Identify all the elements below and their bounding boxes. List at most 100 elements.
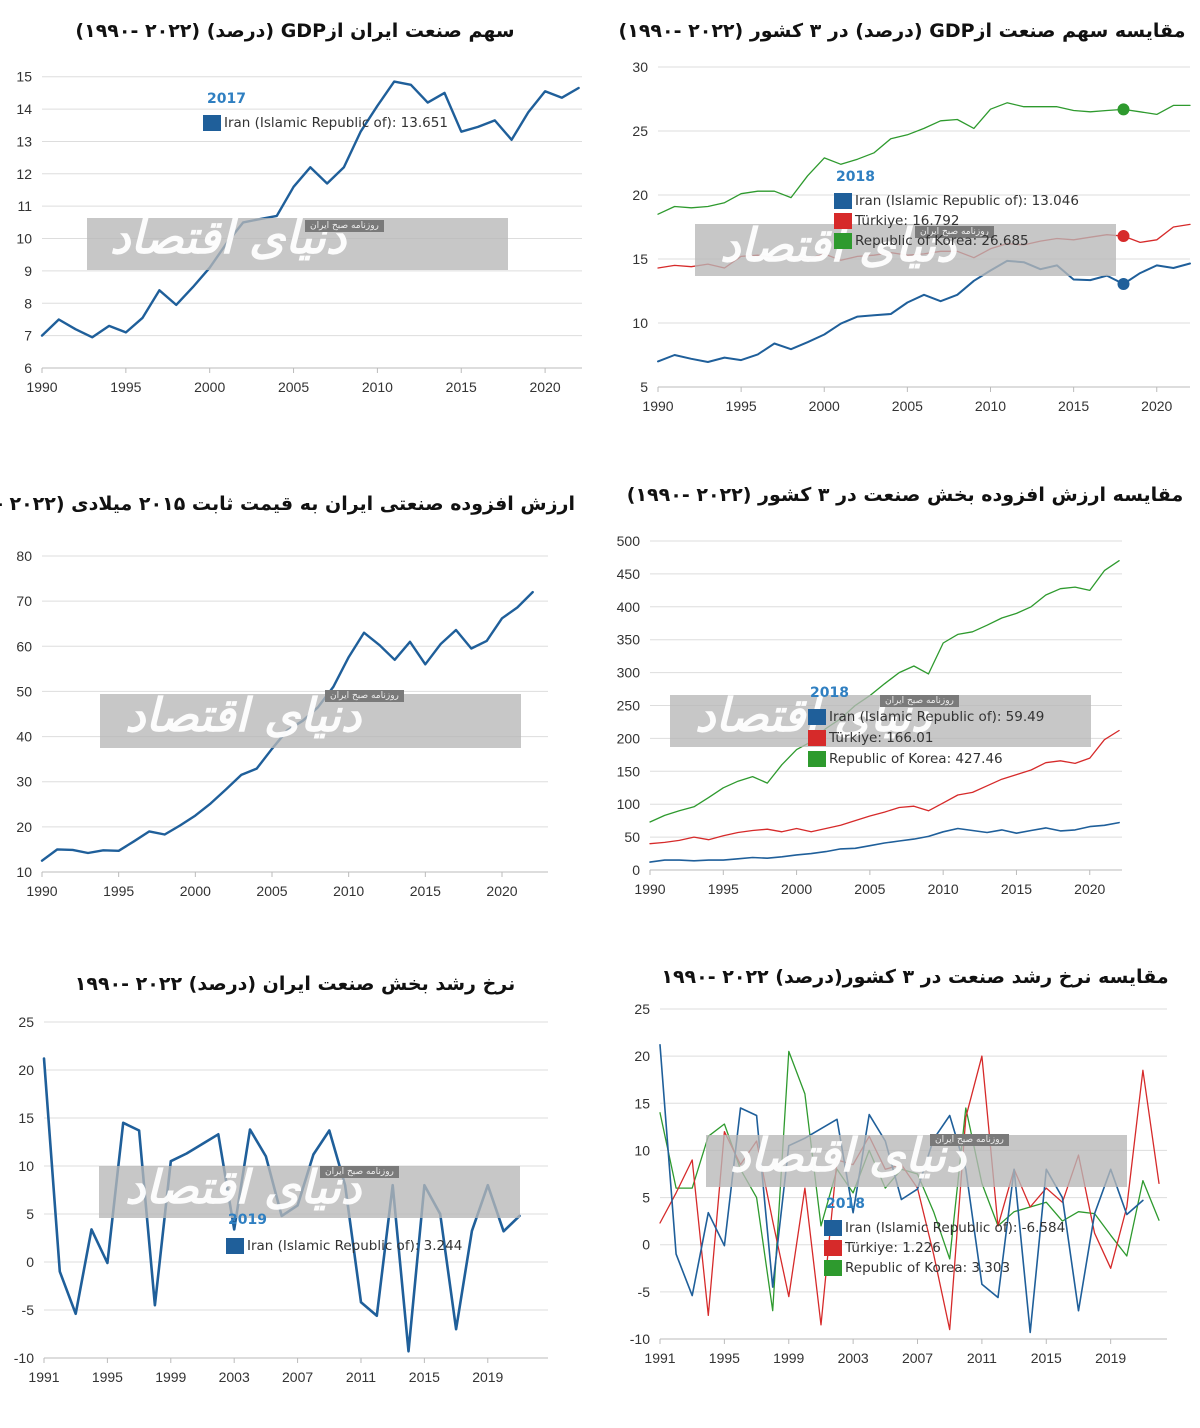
panel-6-tooltip-row-korea: Republic of Korea: 3.303: [824, 1260, 1010, 1276]
y-tick-label: 350: [617, 632, 641, 648]
legend-swatch-korea: [824, 1260, 842, 1276]
panel-1-title: سهم صنعت ایران ازGDP (درصد) (۲۰۲۲ -۱۹۹۰): [75, 20, 515, 42]
y-tick-label: 10: [632, 315, 648, 331]
watermark-band-6: [706, 1135, 1127, 1187]
tooltip-text: Republic of Korea: 26.685: [855, 233, 1029, 249]
watermark-tag-3: روزنامه صبح ایران: [325, 690, 404, 702]
y-tick-label: 15: [16, 69, 32, 85]
panel-6-title: مقایسه نرخ رشد صنعت در ۳ کشور(درصد) ۲۰۲۲…: [661, 966, 1169, 988]
legend-swatch-turkey: [824, 1240, 842, 1256]
y-tick-label: 5: [26, 1206, 34, 1222]
panel-2-title: مقایسه سهم صنعت ازGDP (درصد) در ۳ کشور (…: [618, 20, 1186, 42]
panel-6-tooltip-year: 2018: [826, 1196, 865, 1212]
x-tick-label: 1990: [26, 379, 57, 395]
tooltip-text: Türkiye: 166.01: [829, 730, 934, 746]
series-line-turkey: [649, 729, 1120, 845]
x-tick-label: 2003: [219, 1369, 250, 1385]
panel-2-tooltip-year: 2018: [836, 169, 875, 185]
panel-4-title: مقایسه ارزش افزوده بخش صنعت در ۳ کشور (۲…: [626, 484, 1184, 506]
x-tick-label: 2019: [472, 1369, 503, 1385]
panel-3-title: ارزش افزوده صنعتی ایران به قیمت ثابت ۲۰۱…: [0, 493, 575, 515]
tooltip-text: Iran (Islamic Republic of): 59.49: [829, 709, 1045, 725]
x-tick-label: 1990: [642, 398, 673, 414]
y-tick-label: 80: [16, 548, 32, 564]
x-tick-label: 2015: [446, 379, 477, 395]
x-tick-label: 2000: [180, 883, 211, 899]
x-tick-label: 2010: [362, 379, 393, 395]
watermark-text-1: دنیای اقتصاد: [110, 210, 347, 264]
x-tick-label: 2000: [781, 881, 812, 897]
x-tick-label: 1990: [634, 881, 665, 897]
legend-swatch-iran: [834, 193, 852, 209]
y-tick-label: 50: [624, 829, 640, 845]
series-line-korea: [657, 102, 1191, 215]
x-tick-label: 2011: [346, 1369, 376, 1385]
y-tick-label: 20: [18, 1062, 34, 1078]
y-tick-label: -10: [630, 1331, 650, 1347]
y-tick-label: 10: [634, 1142, 650, 1158]
x-tick-label: 2010: [928, 881, 959, 897]
x-tick-label: 2010: [333, 883, 364, 899]
y-tick-label: 60: [16, 638, 32, 654]
y-tick-label: -10: [14, 1350, 34, 1366]
y-tick-label: 40: [16, 729, 32, 745]
panel-5-tooltip-year: 2019: [228, 1212, 267, 1228]
y-tick-label: 30: [16, 774, 32, 790]
tooltip-text: Türkiye: 16.792: [855, 213, 960, 229]
x-tick-label: 2015: [1001, 881, 1032, 897]
tooltip-text: Türkiye: 1.226: [845, 1240, 941, 1256]
watermark-band-3: [100, 694, 521, 748]
legend-swatch-iran: [226, 1238, 244, 1254]
x-tick-label: 2005: [854, 881, 885, 897]
watermark-tag-2: روزنامه صبح ایران: [915, 226, 994, 238]
y-tick-label: 10: [16, 231, 32, 247]
marker-iran: [1117, 278, 1130, 291]
x-tick-label: 2015: [1031, 1350, 1062, 1366]
x-tick-label: 2020: [1074, 881, 1105, 897]
x-tick-label: 2020: [1141, 398, 1172, 414]
y-tick-label: 50: [16, 683, 32, 699]
y-tick-label: 25: [634, 1001, 650, 1017]
legend-swatch-korea: [834, 233, 852, 249]
y-tick-label: 20: [632, 187, 648, 203]
tooltip-text: Iran (Islamic Republic of): 3.244: [247, 1238, 463, 1254]
watermark-text-3: دنیای اقتصاد: [125, 688, 362, 742]
series-line-iran: [657, 259, 1191, 363]
series-line-iran: [40, 80, 580, 339]
y-tick-label: 12: [16, 166, 32, 182]
x-tick-label: 1990: [26, 883, 57, 899]
y-tick-label: 10: [18, 1158, 34, 1174]
y-tick-label: 15: [18, 1110, 34, 1126]
panel-2-tooltip-row-turkey: Türkiye: 16.792: [834, 213, 959, 229]
x-tick-label: 1995: [708, 881, 739, 897]
panel-1-chart: 6 7 8 9 10 11 12 13 14 15 1990 1995 2000 2005 2010 2015…: [16, 69, 582, 395]
x-tick-label: 2015: [1058, 398, 1089, 414]
tooltip-text: Iran (Islamic Republic of): 13.651: [224, 115, 448, 131]
x-tick-label: 1999: [155, 1369, 186, 1385]
panel-5-title: نرخ رشد بخش صنعت ایران (درصد) ۲۰۲۲ -۱۹۹۰: [74, 973, 516, 995]
y-tick-label: 15: [632, 251, 648, 267]
x-tick-label: 2020: [486, 883, 517, 899]
series-line-turkey: [659, 1055, 1160, 1331]
y-tick-label: 10: [16, 864, 32, 880]
panel-5-tooltip-row-iran: Iran (Islamic Republic of): 3.244: [226, 1238, 462, 1254]
panel-4-chart: 0 50 100 150 200 250 300 350 400 450 500 1990 1995 20…: [617, 533, 1122, 897]
x-tick-label: 2019: [1095, 1350, 1126, 1366]
y-tick-label: 200: [617, 730, 641, 746]
watermark-text-6: دنیای اقتصاد: [730, 1128, 967, 1182]
x-tick-label: 2015: [409, 1369, 440, 1385]
panel-2-tooltip-row-korea: Republic of Korea: 26.685: [834, 233, 1029, 249]
legend-swatch-turkey: [808, 730, 826, 746]
panel-2-tooltip-row-iran: Iran (Islamic Republic of): 13.046: [834, 193, 1079, 209]
y-tick-label: 6: [24, 360, 32, 376]
watermark-tag-4: روزنامه صبح ایران: [880, 695, 959, 707]
y-tick-label: 70: [16, 593, 32, 609]
watermark-tag-5: روزنامه صبح ایران: [320, 1166, 399, 1178]
y-tick-label: 0: [632, 862, 640, 878]
y-tick-label: 20: [16, 819, 32, 835]
watermark-tag-1: روزنامه صبح ایران: [305, 220, 384, 232]
watermark-band-2: [695, 224, 1116, 276]
x-tick-label: 1995: [103, 883, 134, 899]
y-tick-label: 25: [18, 1014, 34, 1030]
y-tick-label: 0: [26, 1254, 34, 1270]
